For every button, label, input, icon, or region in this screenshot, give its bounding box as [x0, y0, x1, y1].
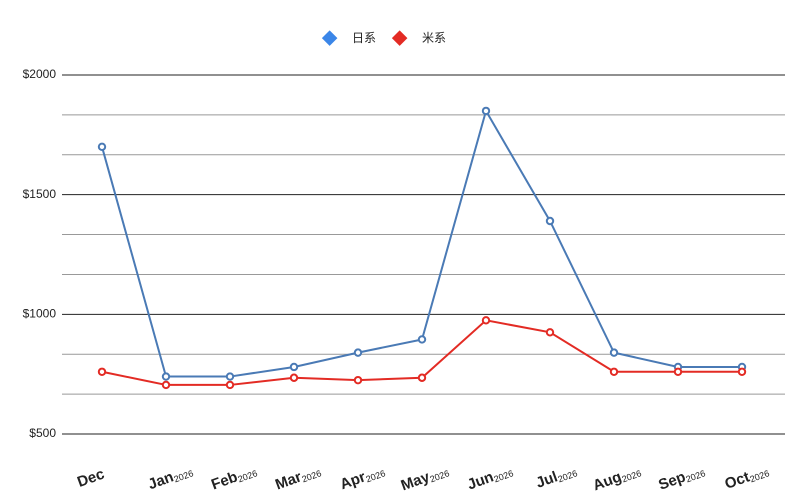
month: Mar	[273, 468, 304, 493]
x-tick-label: Mar2026	[273, 462, 323, 494]
y-tick-label: $500	[29, 426, 56, 440]
x-tick-label: Oct2026	[723, 462, 771, 494]
x-tick-label: Jun2026	[465, 462, 515, 494]
x-tick-label: Apr2026	[338, 462, 387, 494]
month: Dec	[75, 466, 107, 491]
data-point	[225, 372, 235, 381]
data-point	[161, 372, 171, 381]
legend-marker	[391, 30, 408, 46]
x-tick-label: Aug2026	[591, 462, 643, 495]
x-tick-label: Feb2026	[209, 462, 259, 494]
year: 2026	[429, 468, 451, 484]
data-point	[737, 367, 747, 376]
month: Aug	[591, 468, 624, 494]
year: 2026	[621, 468, 643, 484]
month: Jan	[146, 468, 176, 493]
month: Oct	[723, 468, 752, 493]
year: 2026	[493, 468, 515, 484]
legend-label: 日系	[352, 31, 376, 45]
y-tick-label: $2000	[23, 67, 57, 81]
data-point	[481, 106, 491, 116]
x-tick-label: May2026	[399, 462, 451, 495]
year: 2026	[301, 468, 323, 484]
legend-marker	[321, 30, 338, 46]
data-point	[481, 316, 491, 325]
data-point	[97, 142, 107, 152]
data-point	[417, 335, 427, 344]
legend-label: 米系	[422, 31, 446, 45]
data-point	[289, 373, 299, 382]
year: 2026	[557, 468, 579, 484]
year: 2026	[365, 468, 387, 484]
data-point	[609, 367, 619, 376]
data-point	[673, 367, 683, 376]
data-point	[609, 348, 619, 357]
data-point	[545, 328, 555, 337]
year: 2026	[173, 468, 195, 484]
data-point	[545, 216, 555, 226]
year: 2026	[685, 468, 707, 484]
x-tick-label: Jan2026	[146, 462, 195, 494]
month: Apr	[338, 468, 368, 493]
x-tick-label: Dec	[75, 466, 107, 491]
data-point	[353, 375, 363, 385]
data-point	[289, 362, 299, 372]
y-tick-label: $1000	[23, 307, 57, 321]
data-point	[161, 380, 171, 390]
month: Jul	[534, 468, 560, 491]
data-point	[353, 348, 363, 357]
data-point	[97, 367, 107, 376]
y-tick-label: $1500	[23, 187, 57, 201]
month: Sep	[656, 468, 688, 493]
year: 2026	[749, 468, 771, 484]
month: Jun	[465, 468, 496, 493]
data-point	[417, 373, 427, 382]
year: 2026	[237, 468, 259, 484]
month: Feb	[209, 468, 240, 493]
x-tick-label: Sep2026	[656, 462, 707, 495]
data-point	[225, 380, 235, 390]
month: May	[399, 468, 433, 494]
x-tick-label: Jul2026	[534, 462, 579, 493]
